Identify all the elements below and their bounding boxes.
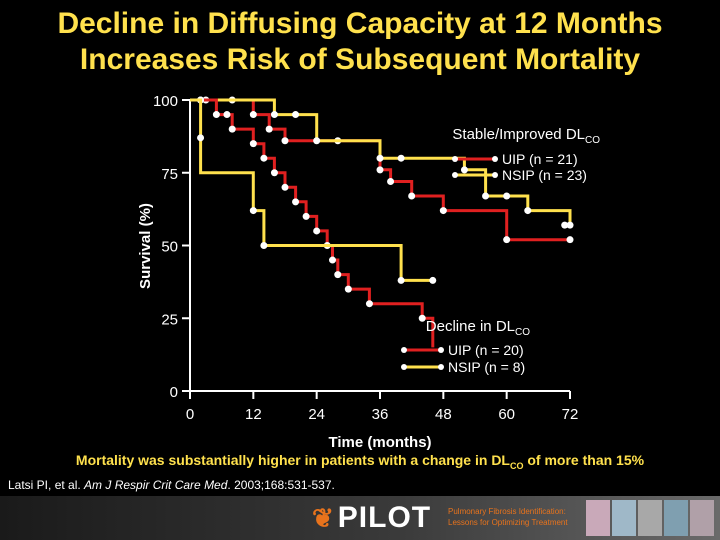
censor-marker-g0-s0-8 bbox=[408, 192, 416, 200]
series-line-g0-s0 bbox=[190, 98, 570, 242]
legend-marker-right-g1-s1 bbox=[438, 364, 444, 370]
censor-marker-g0-s0-11 bbox=[566, 236, 574, 244]
censor-marker-g0-s0-10 bbox=[503, 236, 511, 244]
caption-suffix: of more than 15% bbox=[523, 452, 645, 468]
censor-marker-g0-s1-8 bbox=[503, 192, 511, 200]
slide-title-line-2: Increases Risk of Subsequent Mortality bbox=[79, 43, 641, 76]
photo-tile-3 bbox=[664, 500, 688, 536]
censor-marker-g1-s0-1 bbox=[212, 111, 220, 119]
photo-tiles bbox=[586, 500, 714, 536]
censor-marker-g0-s1-11 bbox=[566, 221, 574, 229]
censor-marker-g0-s1-2 bbox=[292, 111, 300, 119]
logo-text: PILOT bbox=[337, 501, 432, 534]
lungs-icon: ❦ bbox=[312, 503, 334, 533]
censor-marker-g0-s1-6 bbox=[460, 166, 468, 174]
censor-marker-g0-s1-4 bbox=[376, 154, 384, 162]
x-tick-label-36: 36 bbox=[372, 406, 389, 423]
censor-marker-g1-s0-14 bbox=[344, 285, 352, 293]
slide-title-line-1: Decline in Diffusing Capacity at 12 Mont… bbox=[57, 7, 663, 40]
y-tick-label-100: 100 bbox=[153, 93, 178, 110]
legend-entry-g1-s0: UIP (n = 20) bbox=[448, 342, 524, 358]
series-line-g1-s1 bbox=[190, 98, 433, 282]
censor-marker-g0-s0-7 bbox=[387, 177, 395, 185]
logo-tagline: Pulmonary Fibrosis Identification: Lesso… bbox=[448, 506, 578, 528]
legend-entry-g1-s1: NSIP (n = 8) bbox=[448, 359, 525, 375]
citation-details: . 2003;168:531-537. bbox=[227, 478, 335, 492]
photo-tile-4 bbox=[690, 500, 714, 536]
censor-marker-g0-s0-4 bbox=[281, 137, 289, 145]
censor-marker-g1-s0-16 bbox=[418, 314, 426, 322]
legend-marker-right-g0-s0 bbox=[492, 156, 498, 162]
legend-entry-g0-s0: UIP (n = 21) bbox=[502, 151, 578, 167]
censor-marker-g1-s0-10 bbox=[313, 227, 321, 235]
citation-journal: Am J Respir Crit Care Med bbox=[84, 478, 228, 492]
photo-tile-0 bbox=[586, 500, 610, 536]
x-tick-label-72: 72 bbox=[562, 406, 579, 423]
photo-tile-2 bbox=[638, 500, 662, 536]
censor-marker-g1-s1-4 bbox=[429, 276, 437, 284]
censor-marker-g0-s0-3 bbox=[265, 125, 273, 133]
y-tick-label-0: 0 bbox=[170, 384, 178, 401]
logo-tagline-line-2: Lessons for Optimizing Treatment bbox=[448, 518, 568, 527]
chart-caption: Mortality was substantially higher in pa… bbox=[0, 452, 720, 471]
x-tick-label-24: 24 bbox=[308, 406, 325, 423]
censor-marker-g1-s0-9 bbox=[302, 212, 310, 220]
legend-marker-right-g0-s1 bbox=[492, 172, 498, 178]
citation-authors: Latsi PI, et al. bbox=[8, 478, 85, 492]
legend-entry-g0-s1: NSIP (n = 23) bbox=[502, 167, 587, 183]
censor-marker-g1-s0-5 bbox=[260, 154, 268, 162]
censor-marker-g1-s1-2 bbox=[260, 242, 268, 249]
legend-marker-left-g0-s0 bbox=[452, 156, 458, 162]
legend-marker-left-g1-s1 bbox=[401, 364, 407, 370]
censor-marker-g1-s0-15 bbox=[365, 300, 373, 308]
legend-marker-left-g1-s0 bbox=[401, 347, 407, 353]
censor-marker-g1-s1-0 bbox=[197, 134, 205, 142]
survival-chart: 0 25 50 75 100 0 12 24 36 48 60 72 Time (months) Surv… bbox=[137, 93, 600, 451]
y-tick-label-25: 25 bbox=[161, 311, 178, 328]
y-axis-label: Survival (%) bbox=[137, 203, 154, 289]
censor-marker-g1-s1-1 bbox=[249, 207, 257, 215]
censor-marker-g0-s0-6 bbox=[376, 166, 384, 174]
censor-marker-g1-s0-2 bbox=[223, 111, 231, 119]
censor-marker-g1-s0-13 bbox=[334, 271, 342, 279]
legend-group-label-0: Stable/Improved DLCO bbox=[452, 126, 600, 146]
legend-group-label-1: Decline in DLCO bbox=[426, 318, 530, 338]
x-tick-label-12: 12 bbox=[245, 406, 262, 423]
censor-marker-g1-s1-3 bbox=[397, 276, 405, 284]
caption-prefix: Mortality was substantially higher in pa… bbox=[75, 452, 510, 468]
legend-marker-right-g1-s0 bbox=[438, 347, 444, 353]
slide-title: Decline in Diffusing Capacity at 12 Mont… bbox=[0, 6, 720, 78]
censor-marker-g0-s1-3 bbox=[313, 137, 321, 145]
logo-tagline-line-1: Pulmonary Fibrosis Identification: bbox=[448, 507, 566, 516]
citation: Latsi PI, et al. Am J Respir Crit Care M… bbox=[8, 478, 335, 492]
censor-marker-g1-s0-12 bbox=[329, 256, 336, 264]
legend-marker-left-g0-s1 bbox=[452, 172, 458, 178]
censor-marker-g1-s0-4 bbox=[249, 140, 257, 148]
censor-marker-g0-s1-9 bbox=[524, 207, 532, 215]
censor-marker-g0-s0-2 bbox=[249, 111, 257, 119]
caption-subscript: CO bbox=[509, 460, 524, 471]
censor-marker-g1-s0-6 bbox=[270, 169, 278, 177]
censor-marker-g0-s1-5 bbox=[397, 154, 405, 162]
censor-marker-g0-s1-7 bbox=[482, 192, 490, 200]
footer-banner: ❦ PILOT Pulmonary Fibrosis Identificatio… bbox=[0, 496, 720, 540]
x-tick-label-60: 60 bbox=[498, 406, 515, 423]
censor-marker-g1-s0-8 bbox=[292, 198, 300, 206]
pilot-logo: ❦ PILOT bbox=[312, 501, 432, 534]
photo-tile-1 bbox=[612, 500, 636, 536]
x-tick-label-0: 0 bbox=[186, 406, 194, 423]
y-tick-label-50: 50 bbox=[161, 239, 178, 256]
y-tick-label-75: 75 bbox=[161, 166, 178, 183]
censor-marker-g0-s0-9 bbox=[439, 207, 447, 215]
x-tick-label-48: 48 bbox=[435, 406, 452, 423]
censor-marker-g0-s1-10 bbox=[561, 221, 569, 229]
censor-marker-g1-s0-7 bbox=[281, 183, 289, 191]
x-axis-label: Time (months) bbox=[328, 434, 431, 451]
censor-marker-g1-s0-3 bbox=[228, 125, 236, 133]
series-line-g1-s0 bbox=[190, 98, 435, 348]
censor-marker-g0-s1-1 bbox=[270, 111, 278, 119]
